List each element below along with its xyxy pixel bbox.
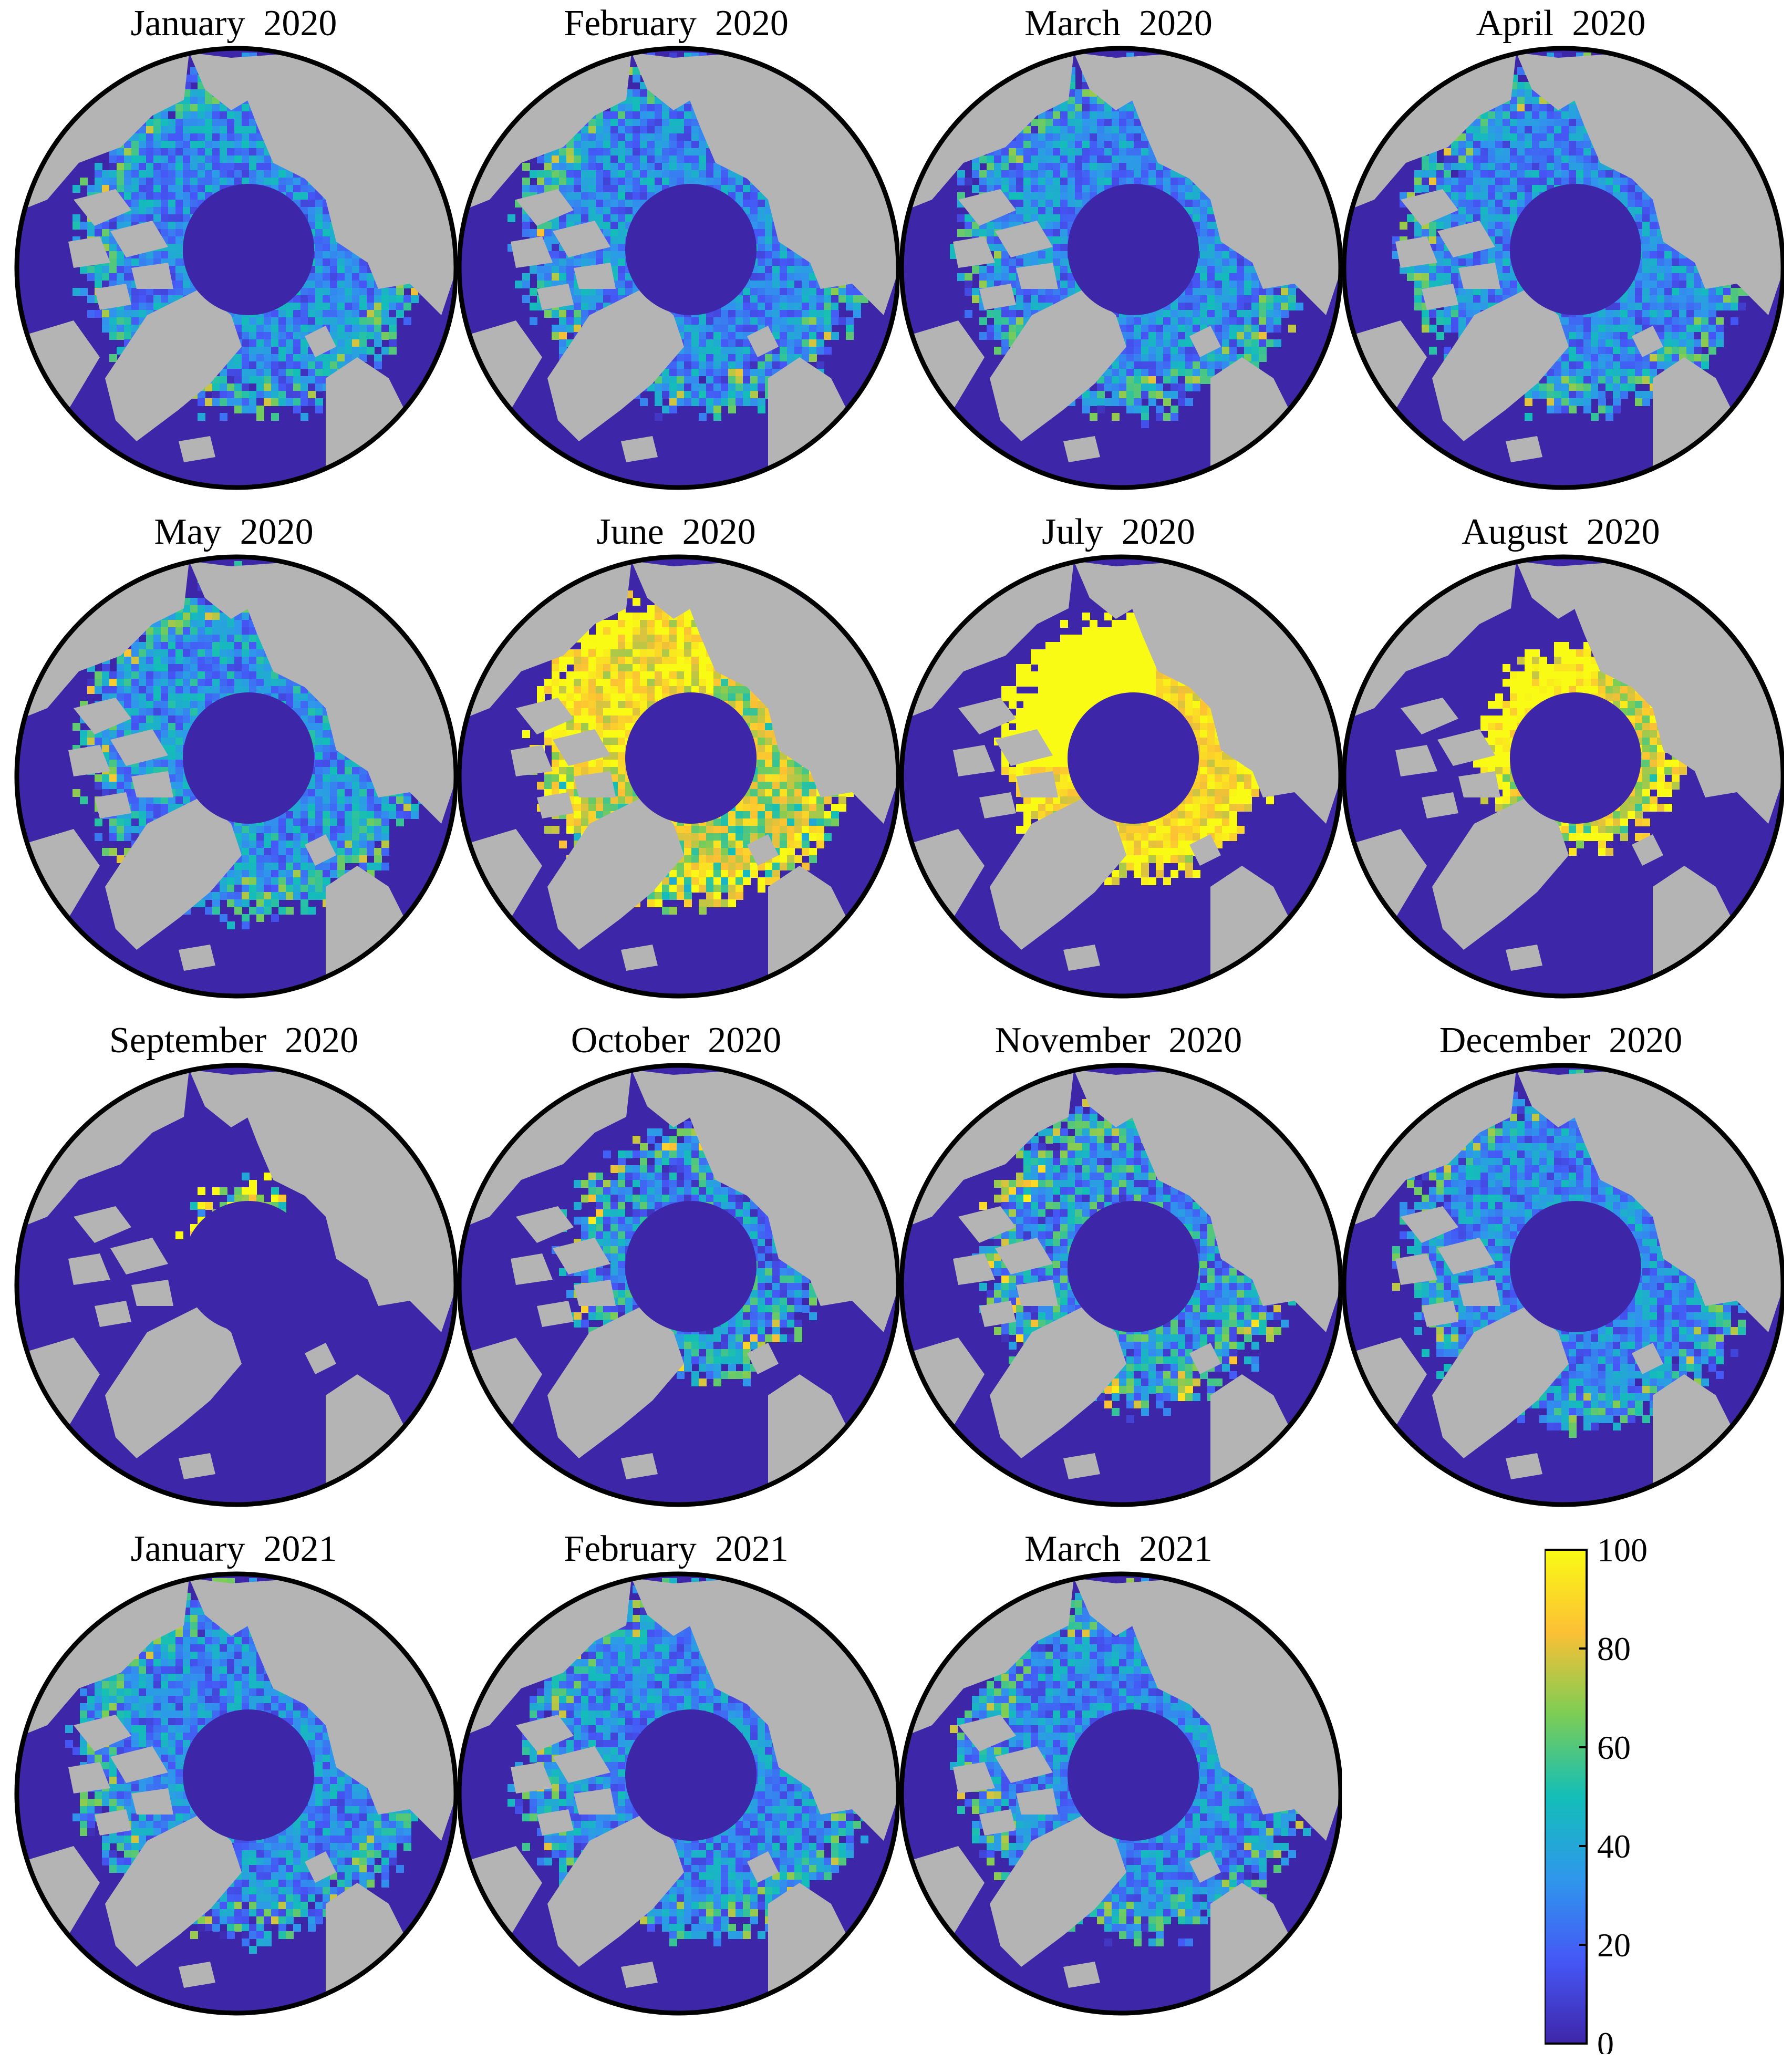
polar-map (457, 46, 899, 490)
map-boundary (1341, 46, 1784, 490)
pole-hole (1068, 1709, 1199, 1841)
map-panel: August 2020 (1338, 509, 1784, 1013)
polar-map (14, 1063, 457, 1507)
polar-map (1341, 1063, 1784, 1507)
map-boundary (899, 1571, 1342, 2016)
map-boundary (899, 1063, 1342, 1507)
map-panel: March 2021 (895, 1526, 1342, 2030)
pole-hole (1510, 184, 1641, 315)
map-panel: December 2020 (1338, 1017, 1784, 1521)
panel-title: March 2021 (895, 1526, 1342, 1573)
polar-map (899, 1063, 1342, 1507)
map-panel: January 2021 (11, 1526, 457, 2030)
map-panel: November 2020 (895, 1017, 1342, 1521)
colorbar-tick-label: 0 (1597, 2025, 1614, 2054)
colorbar: 0 20 40 60 80 100 (1545, 1539, 1648, 2054)
polar-map (1341, 46, 1784, 490)
polar-map (457, 554, 899, 999)
pole-hole (183, 1201, 314, 1332)
map-panel: September 2020 (11, 1017, 457, 1521)
map-boundary (457, 554, 899, 999)
panel-title: July 2020 (895, 509, 1342, 556)
map-panel: June 2020 (453, 509, 899, 1013)
panel-title: December 2020 (1338, 1017, 1784, 1064)
polar-map (14, 46, 457, 490)
map-boundary (899, 46, 1342, 490)
polar-map (457, 1571, 899, 2016)
map-boundary (14, 1063, 457, 1507)
polar-map (14, 554, 457, 999)
map-panel: February 2021 (453, 1526, 899, 2030)
map-panel: July 2020 (895, 509, 1342, 1013)
polar-map (899, 1571, 1342, 2016)
pole-hole (183, 184, 314, 315)
polar-map (457, 1063, 899, 1507)
pole-hole (183, 692, 314, 824)
panel-title: September 2020 (11, 1017, 457, 1064)
map-panel: February 2020 (453, 0, 899, 504)
map-boundary (457, 1571, 899, 2016)
colorbar-tick-label: 100 (1597, 1539, 1648, 1569)
colorbar-tick-label: 20 (1597, 1926, 1631, 1964)
polar-map (14, 1571, 457, 2016)
colorbar-tick-label: 40 (1597, 1828, 1631, 1865)
pole-hole (1510, 1201, 1641, 1332)
map-panel: January 2020 (11, 0, 457, 504)
pole-hole (625, 692, 757, 824)
pole-hole (625, 1201, 757, 1332)
map-panel: October 2020 (453, 1017, 899, 1521)
pole-hole (1068, 692, 1199, 824)
map-panel: March 2020 (895, 0, 1342, 504)
map-boundary (457, 1063, 899, 1507)
polar-map (899, 554, 1342, 999)
pole-hole (625, 184, 757, 315)
pole-hole (1510, 692, 1641, 824)
panel-title: February 2021 (453, 1526, 899, 1573)
panel-title: June 2020 (453, 509, 899, 556)
map-boundary (899, 554, 1342, 999)
pole-hole (1068, 1201, 1199, 1332)
panel-title: May 2020 (11, 509, 457, 556)
panel-title: March 2020 (895, 0, 1342, 47)
pole-hole (183, 1709, 314, 1841)
pole-hole (625, 1709, 757, 1841)
map-boundary (14, 554, 457, 999)
panel-title: January 2021 (11, 1526, 457, 1573)
map-panel: April 2020 (1338, 0, 1784, 504)
map-boundary (457, 46, 899, 490)
colorbar-gradient (1545, 1549, 1588, 2045)
polar-map (899, 46, 1342, 490)
colorbar-tick-label: 60 (1597, 1729, 1631, 1766)
panel-title: November 2020 (895, 1017, 1342, 1064)
panel-title: January 2020 (11, 0, 457, 47)
polar-map (1341, 554, 1784, 999)
map-panel: May 2020 (11, 509, 457, 1013)
map-boundary (14, 1571, 457, 2016)
map-boundary (14, 46, 457, 490)
panel-title: April 2020 (1338, 0, 1784, 47)
pole-hole (1068, 184, 1199, 315)
map-boundary (1341, 554, 1784, 999)
panel-title: August 2020 (1338, 509, 1784, 556)
map-boundary (1341, 1063, 1784, 1507)
panel-title: October 2020 (453, 1017, 899, 1064)
panel-title: February 2020 (453, 0, 899, 47)
colorbar-tick-label: 80 (1597, 1630, 1631, 1667)
